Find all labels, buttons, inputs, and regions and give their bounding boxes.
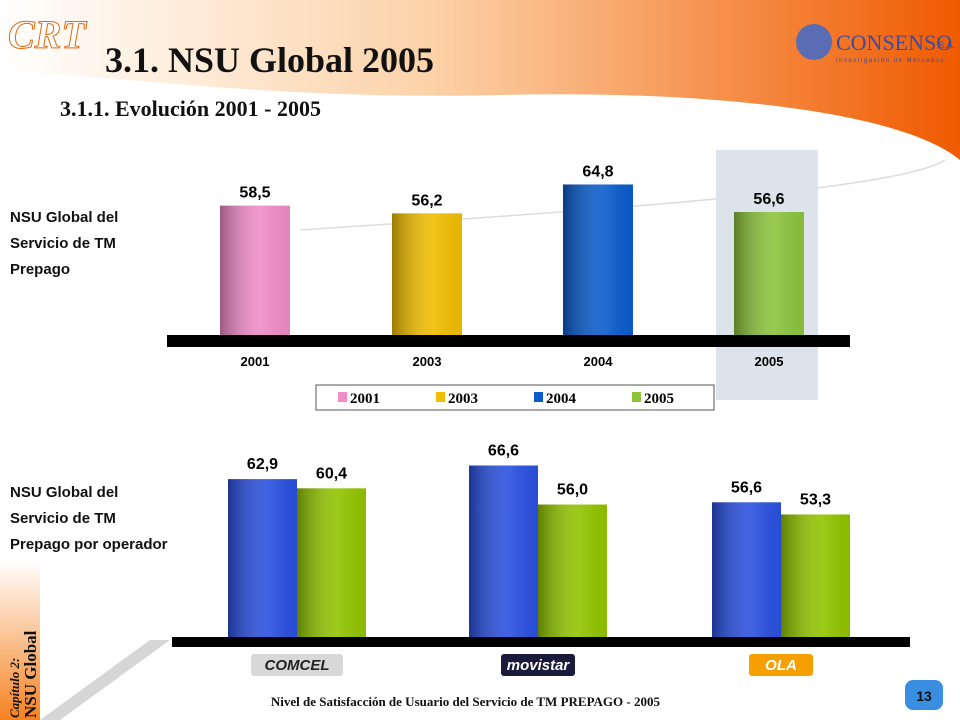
decor-diagonal (40, 640, 170, 720)
x-tick-label: 2001 (241, 354, 270, 369)
brand-suffix: S.A. (938, 40, 955, 50)
bar-shade (781, 514, 850, 637)
brand-icon (796, 24, 832, 60)
page-number: 13 (916, 688, 932, 704)
subtitle: 3.1.1. Evolución 2001 - 2005 (60, 96, 321, 121)
bar-shade (712, 502, 781, 637)
legend-label: 2004 (546, 391, 577, 407)
bar-shade (734, 212, 804, 335)
header-swoosh (0, 0, 960, 160)
side-label: Prepago por operador (10, 536, 168, 553)
footer: Nivel de Satisfacción de Usuario del Ser… (271, 694, 661, 709)
value-label: 64,8 (582, 163, 613, 180)
legend-label: 2005 (644, 391, 674, 407)
legend-label: 2003 (448, 391, 478, 407)
value-label: 60,4 (316, 465, 347, 482)
value-label: 56,0 (557, 482, 588, 499)
legend-swatch (534, 392, 543, 402)
operator-logo (749, 654, 813, 676)
x-tick-label: movistar (507, 657, 571, 674)
x-tick-label: COMCEL (265, 657, 330, 674)
legend-swatch (632, 392, 641, 402)
value-label: 66,6 (488, 443, 519, 460)
title: 3.1. NSU Global 2005 (105, 40, 434, 80)
bar-shade (563, 184, 633, 335)
x-tick-label: 2005 (755, 354, 784, 369)
side-label: NSU Global del (10, 484, 118, 501)
operator-logo (501, 654, 575, 676)
value-label: 53,3 (800, 491, 831, 508)
x-tick-label: 2003 (413, 354, 442, 369)
bar-shade (297, 488, 366, 637)
side-label: Prepago (10, 261, 70, 278)
x-tick-label: 2004 (584, 354, 614, 369)
operator-logo (251, 654, 343, 676)
legend-label: 2001 (350, 391, 380, 407)
side-label: Servicio de TM (10, 235, 116, 252)
bar-shade (538, 504, 607, 637)
logo: CRT (8, 12, 87, 57)
value-label: 62,9 (247, 456, 278, 473)
brand-tagline: Investigación de Mercados (836, 58, 945, 64)
side-label: NSU Global del (10, 209, 118, 226)
chapter-name: NSU Global (21, 630, 40, 718)
value-label: 56,2 (411, 192, 442, 209)
axis-base (167, 335, 850, 347)
chapter-label: Capítulo 2: (7, 658, 22, 718)
legend-swatch (338, 392, 347, 402)
page-badge (905, 680, 943, 710)
value-label: 56,6 (753, 191, 784, 208)
axis-base (172, 637, 910, 647)
value-label: 56,6 (731, 479, 762, 496)
side-label: Servicio de TM (10, 510, 116, 527)
bar-shade (228, 479, 297, 637)
brand: CONSENSO (836, 30, 952, 55)
bar-shade (220, 205, 290, 335)
chapter-strip (0, 560, 40, 720)
x-tick-label: OLA (765, 657, 797, 674)
legend-swatch (436, 392, 445, 402)
value-label: 58,5 (239, 185, 270, 202)
bar-shade (392, 213, 462, 335)
legend-box (315, 384, 715, 411)
bar-shade (469, 465, 538, 637)
